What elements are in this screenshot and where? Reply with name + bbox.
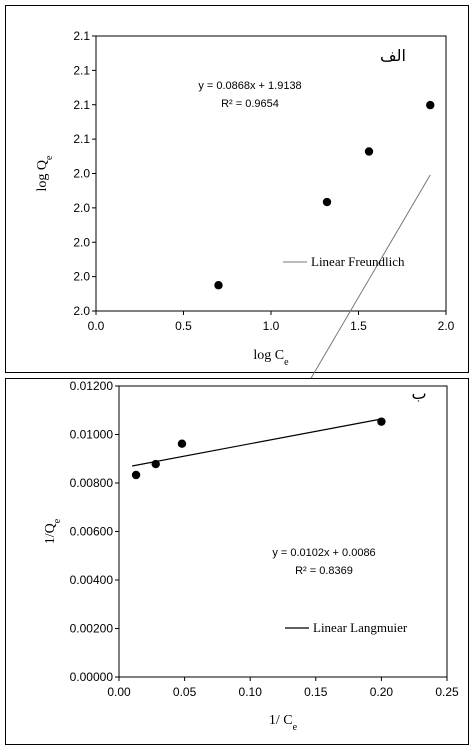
y-tick-label: 0.00600 <box>70 525 114 539</box>
x-tick-label: 0.05 <box>173 685 197 699</box>
y-tick-label: 0.00800 <box>70 476 114 490</box>
data-point <box>177 439 187 448</box>
x-axis-label: 1/ Ce <box>269 713 298 733</box>
y-tick-label: 2.0 <box>73 304 90 318</box>
x-tick-label: 1.0 <box>263 319 280 333</box>
trendline-equation: y = 0.0102x + 0.0086 <box>272 547 375 559</box>
data-point <box>364 147 374 156</box>
x-tick-label: 0.20 <box>370 685 394 699</box>
plot-area <box>95 35 447 312</box>
chart-panel-freundlich: 0.0 0.5 1.0 1.5 2.0 2.0 2.0 2.0 2.0 2.0 2.1 2.1 2.1 2… <box>5 5 469 537</box>
x-tick-label: 1.5 <box>350 319 367 333</box>
r-squared-label: R² = 0.9654 <box>221 98 279 110</box>
data-point <box>131 470 141 480</box>
y-tick-label: 2.0 <box>73 270 90 284</box>
y-tick-label: 2.0 <box>73 167 90 181</box>
y-tick-label: 0.00000 <box>70 670 114 684</box>
x-tick-label: 2.0 <box>438 319 455 333</box>
y-tick-label: 0.01000 <box>70 428 114 442</box>
y-tick-label: 2.1 <box>73 29 90 43</box>
trendline <box>132 418 382 467</box>
x-tick-label: 0.0 <box>88 319 105 333</box>
legend-label: Linear Freundlich <box>311 254 405 269</box>
y-tick-label: 2.1 <box>73 63 90 77</box>
y-tick-label: 0.00200 <box>70 622 114 636</box>
legend-label: Linear Langmuier <box>313 620 408 635</box>
y-axis-label: 1/Qe <box>43 518 63 544</box>
freundlich-chart: 0.0 0.5 1.0 1.5 2.0 2.0 2.0 2.0 2.0 2.0 2.1 2.1 2.1 2… <box>35 29 455 537</box>
r-squared-label: R² = 0.8369 <box>295 565 353 577</box>
data-point <box>322 197 332 207</box>
x-tick-label: 0.25 <box>435 685 459 699</box>
y-tick-label: 2.1 <box>73 132 90 146</box>
data-point <box>214 281 223 290</box>
y-tick-label: 2.0 <box>73 235 90 249</box>
y-tick-label: 0.00400 <box>70 573 114 587</box>
data-point <box>377 417 386 426</box>
x-tick-label: 0.5 <box>175 319 192 333</box>
x-tick-label: 0.00 <box>107 685 131 699</box>
x-axis-label: log Ce <box>253 348 289 368</box>
y-tick-label: 2.1 <box>73 98 90 112</box>
data-point <box>151 459 160 469</box>
trendline-equation: y = 0.0868x + 1.9138 <box>198 80 301 92</box>
y-tick-label: 0.01200 <box>70 379 114 393</box>
chart-panel-langmuir: 0.00 0.05 0.10 0.15 0.20 0.25 0.00000 0.00200 0.… <box>5 378 469 745</box>
panel-tag: الف <box>380 46 406 65</box>
langmuir-chart: 0.00 0.05 0.10 0.15 0.20 0.25 0.00000 0.00200 0.… <box>43 379 459 733</box>
x-tick-label: 0.10 <box>239 685 263 699</box>
panel-tag: ب <box>411 384 426 403</box>
x-tick-label: 0.15 <box>304 685 328 699</box>
data-point <box>426 100 435 110</box>
y-axis-label: log Qe <box>35 155 55 192</box>
y-tick-label: 2.0 <box>73 201 90 215</box>
